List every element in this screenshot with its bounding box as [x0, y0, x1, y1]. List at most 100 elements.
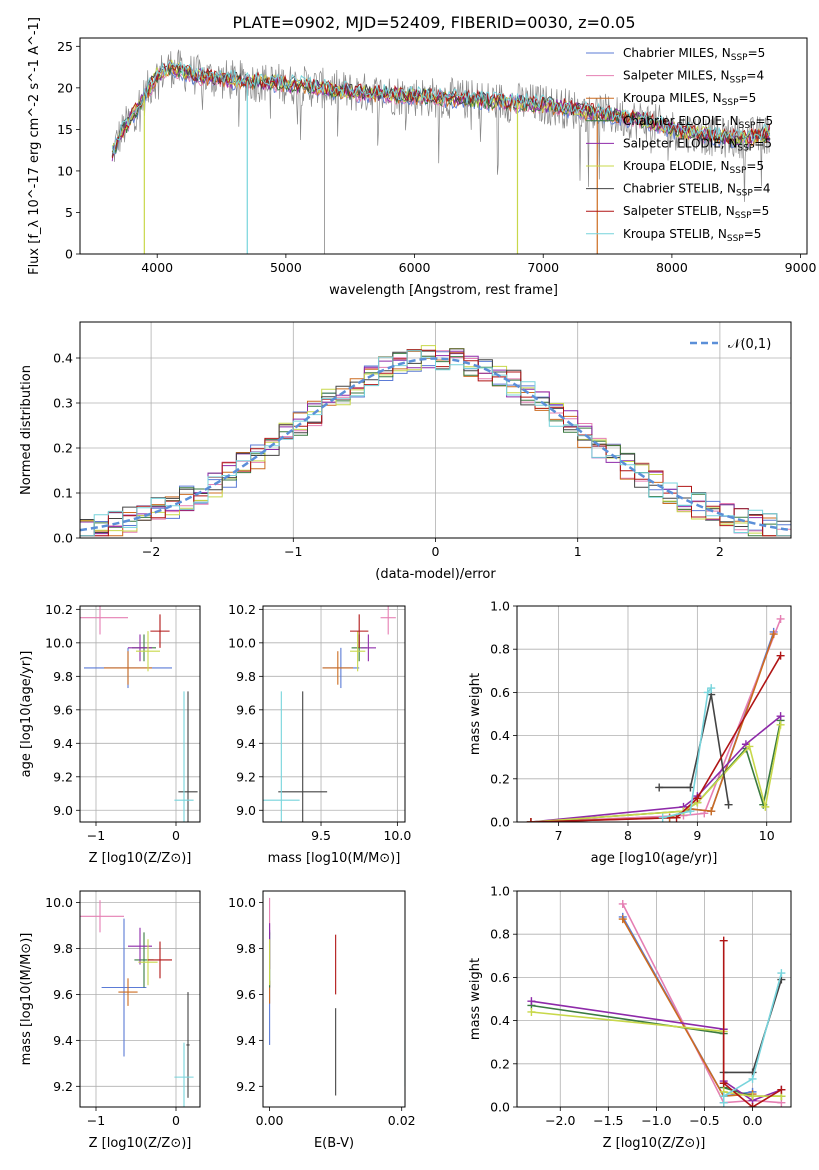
mass-weight-vs-age-xlabel: age [log10(age/yr)] [591, 851, 718, 866]
model-spectrum [111, 62, 771, 151]
spectrum-ytick-label: 10 [57, 163, 73, 178]
mass-weight-marker [526, 818, 535, 822]
mass-vs-ebv-frame [262, 890, 406, 1108]
age-vs-metallicity-ylabel: age [log10(age/yr)] [19, 651, 34, 778]
age-vs-mass-ytick-label: 9.2 [236, 769, 256, 784]
age-vs-metallicity-frame [79, 605, 201, 823]
residuals-xtick-label: −1 [284, 544, 302, 559]
mass-vs-ebv-plot-area [269, 897, 405, 1096]
mass-weight-marker [719, 1092, 728, 1101]
errorbar-point [136, 631, 160, 672]
residuals-frame [79, 321, 792, 539]
mass-weight-marker [527, 1007, 536, 1016]
mass-weight-marker [776, 651, 785, 660]
errorbar-point [322, 651, 354, 685]
mass-weight-vs-metallicity-ytick-label: 0.2 [490, 1056, 510, 1071]
mass-weight-vs-age-ytick-label: 0.0 [490, 815, 510, 830]
mass-vs-metallicity-xtick-label: −1 [87, 1113, 105, 1128]
mass-vs-ebv-ytick-label: 9.8 [236, 941, 256, 956]
mass-vs-ebv-ytick-label: 9.2 [236, 1079, 256, 1094]
errorbar-point [138, 939, 158, 986]
mass-weight-vs-age-xtick-label: 10 [759, 828, 775, 843]
legend-entry: Salpeter ELODIE, NSSP=5 [623, 136, 772, 153]
mass-weight-vs-age-xtick-label: 7 [555, 828, 563, 843]
mass-weight-vs-age-plot-area [526, 614, 785, 822]
mass-weight-vs-age-xtick-label: 8 [624, 828, 632, 843]
legend-entry: Salpeter STELIB, NSSP=5 [623, 204, 769, 221]
age-vs-mass-ytick-label: 9.4 [236, 736, 256, 751]
mass-weight-vs-metallicity-plot-area [527, 899, 786, 1107]
age-vs-metallicity-grid [80, 606, 200, 822]
legend-entry: Salpeter MILES, NSSP=4 [623, 69, 764, 86]
panel-mass-weight-vs-age: 7 8 9 10 0.0 0.2 0.4 0.6 0.8 1.0 age [log10(age/yr… [468, 599, 792, 866]
spectrum-ytick-label: 25 [57, 39, 73, 54]
mass-weight-marker [748, 1074, 757, 1083]
mass-vs-ebv-ytick-label: 9.4 [236, 1033, 256, 1048]
mass-weight-marker [707, 684, 716, 693]
age-vs-metallicity-ytick-label: 10.0 [45, 635, 73, 650]
residuals-xtick-label: 0 [432, 544, 440, 559]
residuals-xtick-label: −2 [142, 544, 160, 559]
residuals-xtick-label: 1 [574, 544, 582, 559]
mass-weight-series [530, 724, 782, 822]
mass-weight-vs-metallicity-xtick-label: −0.5 [689, 1113, 719, 1128]
errorbar-point [101, 918, 147, 1057]
errorbar-point [360, 634, 376, 662]
mass-weight-vs-metallicity-grid [517, 890, 791, 1108]
mass-vs-ebv-xlabel: E(B-V) [314, 1136, 354, 1151]
mass-weight-vs-age-ytick-label: 0.4 [490, 728, 510, 743]
mass-weight-vs-metallicity-ylabel: mass weight [468, 958, 483, 1040]
age-vs-metallicity-xtick-label: −1 [87, 828, 105, 843]
age-vs-metallicity-xlabel: Z [log10(Z/Z⊙)] [89, 851, 192, 866]
mass-weight-vs-age-grid [517, 605, 791, 823]
mass-weight-vs-age-xtick-label: 9 [693, 828, 701, 843]
panel-mass-weight-vs-metallicity: −2.0 −1.5 −1.0 −0.5 0.0 0.0 0.2 0.4 0.6 0.8 1.0 Z [… [468, 884, 792, 1151]
mass-vs-metallicity-ytick-label: 9.2 [53, 1079, 73, 1094]
mass-vs-ebv-xtick-label: 0.00 [256, 1113, 284, 1128]
mass-vs-metallicity-ytick-label: 10.0 [45, 895, 73, 910]
panel-mass-vs-metallicity: −1 0 9.2 9.4 9.6 9.8 10.0 Z [log10(Z/Z⊙)] mass [… [19, 890, 201, 1151]
mass-weight-vs-metallicity-ytick-label: 1.0 [490, 884, 510, 899]
legend-entry: Kroupa MILES, NSSP=5 [623, 91, 756, 108]
spectrum-xlabel: wavelength [Angstrom, rest frame] [329, 283, 558, 298]
age-vs-mass-grid [263, 606, 405, 822]
age-vs-mass-ytick-label: 9.0 [236, 803, 256, 818]
mass-weight-vs-metallicity-xtick-label: −1.0 [641, 1113, 671, 1128]
spectrum-xtick-label: 8000 [656, 260, 688, 275]
errorbar-point [350, 631, 366, 672]
residuals-ytick-label: 0.4 [53, 351, 73, 366]
mass-weight-series [530, 715, 782, 822]
spectrum-xtick-label: 9000 [785, 260, 817, 275]
mass-vs-metallicity-ytick-label: 9.6 [53, 987, 73, 1002]
mass-weight-vs-metallicity-ytick-label: 0.8 [490, 927, 510, 942]
mass-weight-vs-metallicity-xtick-label: 0.0 [743, 1113, 763, 1128]
mass-weight-marker [527, 997, 536, 1006]
mass-vs-metallicity-ylabel: mass [log10(M/M⊙)] [19, 933, 34, 1066]
residuals-xtick-label: 2 [716, 544, 724, 559]
age-vs-mass-xtick-label: 10.0 [383, 828, 411, 843]
spectrum-ytick-label: 5 [65, 205, 73, 220]
errorbar-point [80, 606, 128, 635]
errorbar-point [263, 691, 300, 822]
mass-vs-metallicity-frame [79, 890, 201, 1108]
mass-weight-vs-age-ytick-label: 0.8 [490, 642, 510, 657]
mass-weight-marker [618, 899, 627, 908]
age-vs-metallicity-plot-area [80, 606, 198, 822]
errorbar-point [148, 941, 172, 979]
errorbar-point [278, 691, 328, 822]
spectrum-ytick-label: 0 [65, 247, 73, 262]
mass-weight-marker [745, 742, 754, 751]
spectrum-ytick-label: 20 [57, 80, 73, 95]
mass-weight-vs-metallicity-ytick-label: 0.4 [490, 1013, 510, 1028]
errorbar-point [104, 651, 152, 685]
mass-weight-marker [686, 807, 695, 816]
mass-weight-marker [777, 1085, 786, 1094]
mass-weight-vs-metallicity-xlabel: Z [log10(Z/Z⊙)] [603, 1136, 706, 1151]
mass-weight-marker [776, 720, 785, 729]
normal-reference-curve [80, 357, 791, 532]
errorbar-point [178, 691, 198, 822]
mass-vs-metallicity-ytick-label: 9.8 [53, 941, 73, 956]
residuals-xlabel: (data-model)/error [375, 567, 496, 582]
spectrum-xtick-label: 7000 [527, 260, 559, 275]
age-vs-metallicity-xtick-label: 0 [172, 828, 180, 843]
